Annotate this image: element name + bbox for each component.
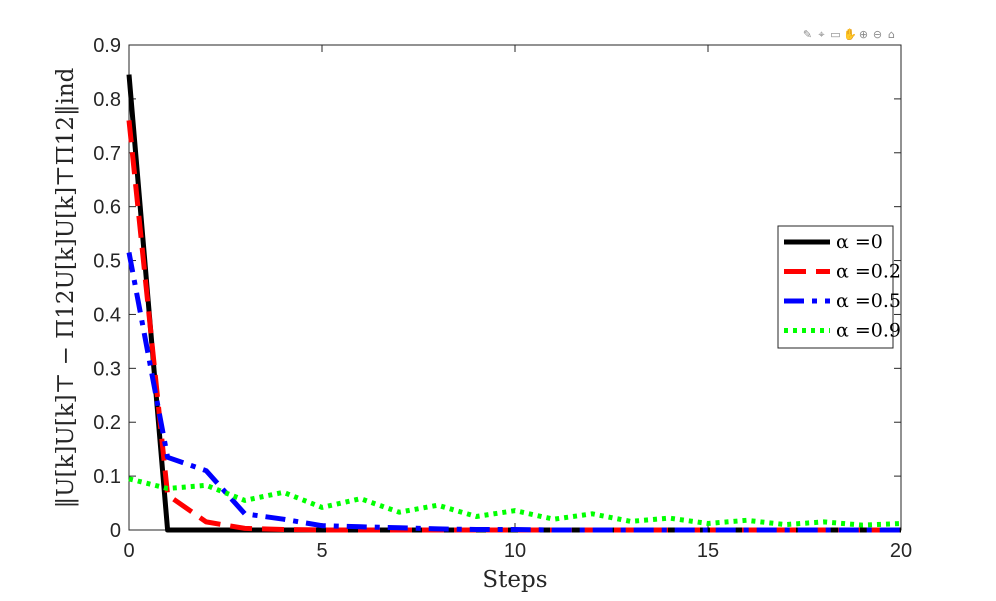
axes-box xyxy=(128,44,902,531)
brush-icon[interactable]: ✎ xyxy=(802,28,813,41)
y-tick-label: 0.2 xyxy=(93,412,121,434)
y-tick-label: 0.4 xyxy=(93,304,121,326)
series-line-3 xyxy=(128,476,902,528)
y-tick-label: 0.8 xyxy=(93,89,121,111)
x-tick-label: 20 xyxy=(890,540,912,562)
zoom-in-icon[interactable]: ⊕ xyxy=(858,28,869,41)
y-tick-label: 0.5 xyxy=(93,251,121,273)
y-tick-label: 0.3 xyxy=(93,358,121,380)
plot-lines xyxy=(126,74,902,533)
y-tick-label: 0.7 xyxy=(93,143,121,165)
legend-label-2: α =0.5 xyxy=(836,290,901,312)
x-tick-label: 10 xyxy=(504,540,526,562)
series-line-2 xyxy=(126,252,901,533)
x-tick-label: 15 xyxy=(697,540,719,562)
legend-box xyxy=(777,225,894,349)
data-cursor-icon[interactable]: ⌖ xyxy=(818,28,825,41)
y-tick-label: 0.1 xyxy=(93,466,121,488)
x-tick-label: 0 xyxy=(123,540,134,562)
y-tick-label: 0.9 xyxy=(93,35,121,57)
y-tick-label: 0.6 xyxy=(93,197,121,219)
home-icon[interactable]: ⌂ xyxy=(888,28,895,41)
x-tick-label: 5 xyxy=(316,540,327,562)
select-icon[interactable]: ▭ xyxy=(830,28,841,41)
legend-label-1: α =0.2 xyxy=(836,261,901,283)
zoom-out-icon[interactable]: ⊖ xyxy=(872,28,883,41)
legend: α =0 α =0.2 α =0.5 α =0.9 xyxy=(777,225,901,349)
legend-label-3: α =0.9 xyxy=(836,320,901,342)
axes-toolbar: ✎ ⌖ ▭ ✋ ⊕ ⊖ ⌂ xyxy=(801,28,898,44)
y-tick-label: 0 xyxy=(110,520,121,542)
tick-labels: 0 5 10 15 20 0 0.1 0.2 0.3 0.4 0.5 0.6 0.7 0.8 0.9 xyxy=(93,35,912,562)
pan-icon[interactable]: ✋ xyxy=(843,28,857,41)
x-axis-title: Steps xyxy=(482,567,547,593)
legend-label-0: α =0 xyxy=(836,231,883,253)
y-axis-title: ‖U[k]U[k]⊤ − Π12U[k]U[k]⊤Π12‖ind xyxy=(53,67,79,508)
